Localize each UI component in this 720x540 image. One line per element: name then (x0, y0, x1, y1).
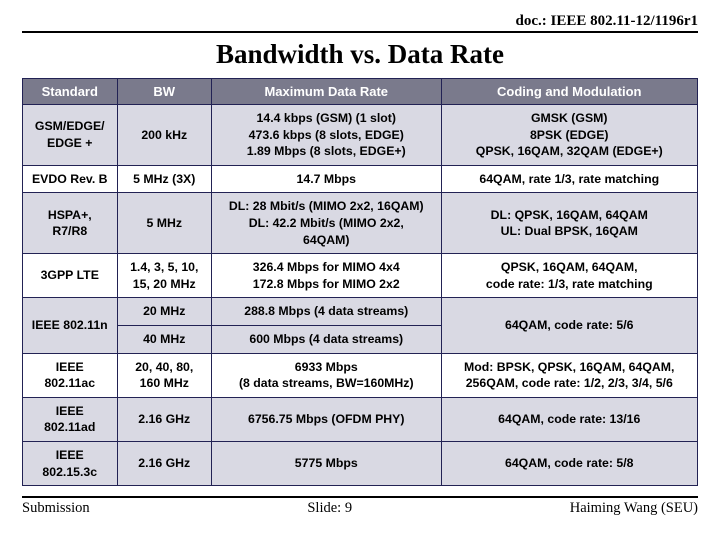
table-cell: 5775 Mbps (212, 441, 442, 485)
table-cell: 1.4, 3, 5, 10,15, 20 MHz (117, 254, 212, 298)
table-row: IEEE802.11ac20, 40, 80,160 MHz6933 Mbps(… (23, 353, 698, 397)
table-cell: 288.8 Mbps (4 data streams) (212, 298, 442, 326)
table-cell: IEEE802.11ad (23, 397, 118, 441)
footer-left: Submission (22, 500, 90, 517)
column-header: Maximum Data Rate (212, 79, 442, 105)
table-cell: 14.7 Mbps (212, 165, 442, 193)
footer-center: Slide: 9 (307, 500, 352, 517)
slide-footer: Submission Slide: 9 Haiming Wang (SEU) (22, 496, 698, 517)
table-cell: HSPA+,R7/R8 (23, 193, 118, 254)
table-row: HSPA+,R7/R85 MHzDL: 28 Mbit/s (MIMO 2x2,… (23, 193, 698, 254)
table-cell: 2.16 GHz (117, 441, 212, 485)
column-header: Standard (23, 79, 118, 105)
table-cell: QPSK, 16QAM, 64QAM,code rate: 1/3, rate … (441, 254, 698, 298)
table-cell: EVDO Rev. B (23, 165, 118, 193)
table-cell: 14.4 kbps (GSM) (1 slot)473.6 kbps (8 sl… (212, 105, 442, 166)
table-cell: 2.16 GHz (117, 397, 212, 441)
table-cell: DL: QPSK, 16QAM, 64QAMUL: Dual BPSK, 16Q… (441, 193, 698, 254)
table-cell: DL: 28 Mbit/s (MIMO 2x2, 16QAM)DL: 42.2 … (212, 193, 442, 254)
table-cell: GSM/EDGE/EDGE + (23, 105, 118, 166)
table-cell: 64QAM, code rate: 5/6 (441, 298, 698, 353)
table-row: GSM/EDGE/EDGE +200 kHz14.4 kbps (GSM) (1… (23, 105, 698, 166)
table-row: IEEE802.15.3c2.16 GHz5775 Mbps64QAM, cod… (23, 441, 698, 485)
table-cell: IEEE802.15.3c (23, 441, 118, 485)
footer-right: Haiming Wang (SEU) (570, 500, 698, 517)
table-cell: 5 MHz (117, 193, 212, 254)
table-cell: Mod: BPSK, QPSK, 16QAM, 64QAM,256QAM, co… (441, 353, 698, 397)
table-cell: 3GPP LTE (23, 254, 118, 298)
table-cell: 40 MHz (117, 325, 212, 353)
doc-number: doc.: IEEE 802.11-12/1196r1 (22, 12, 698, 33)
table-cell: 64QAM, rate 1/3, rate matching (441, 165, 698, 193)
table-cell: GMSK (GSM)8PSK (EDGE)QPSK, 16QAM, 32QAM … (441, 105, 698, 166)
table-row: 3GPP LTE1.4, 3, 5, 10,15, 20 MHz326.4 Mb… (23, 254, 698, 298)
table-cell: IEEE 802.11n (23, 298, 118, 353)
table-cell: 20, 40, 80,160 MHz (117, 353, 212, 397)
column-header: Coding and Modulation (441, 79, 698, 105)
table-row: IEEE 802.11n20 MHz288.8 Mbps (4 data str… (23, 298, 698, 326)
table-cell: 20 MHz (117, 298, 212, 326)
table-cell: 64QAM, code rate: 13/16 (441, 397, 698, 441)
table-cell: 64QAM, code rate: 5/8 (441, 441, 698, 485)
table-row: IEEE802.11ad2.16 GHz6756.75 Mbps (OFDM P… (23, 397, 698, 441)
bandwidth-table: StandardBWMaximum Data RateCoding and Mo… (22, 78, 698, 486)
table-cell: 6756.75 Mbps (OFDM PHY) (212, 397, 442, 441)
table-row: EVDO Rev. B5 MHz (3X)14.7 Mbps64QAM, rat… (23, 165, 698, 193)
table-cell: IEEE802.11ac (23, 353, 118, 397)
page-title: Bandwidth vs. Data Rate (22, 39, 698, 70)
column-header: BW (117, 79, 212, 105)
table-cell: 200 kHz (117, 105, 212, 166)
table-cell: 6933 Mbps(8 data streams, BW=160MHz) (212, 353, 442, 397)
table-cell: 326.4 Mbps for MIMO 4x4172.8 Mbps for MI… (212, 254, 442, 298)
table-cell: 5 MHz (3X) (117, 165, 212, 193)
table-cell: 600 Mbps (4 data streams) (212, 325, 442, 353)
